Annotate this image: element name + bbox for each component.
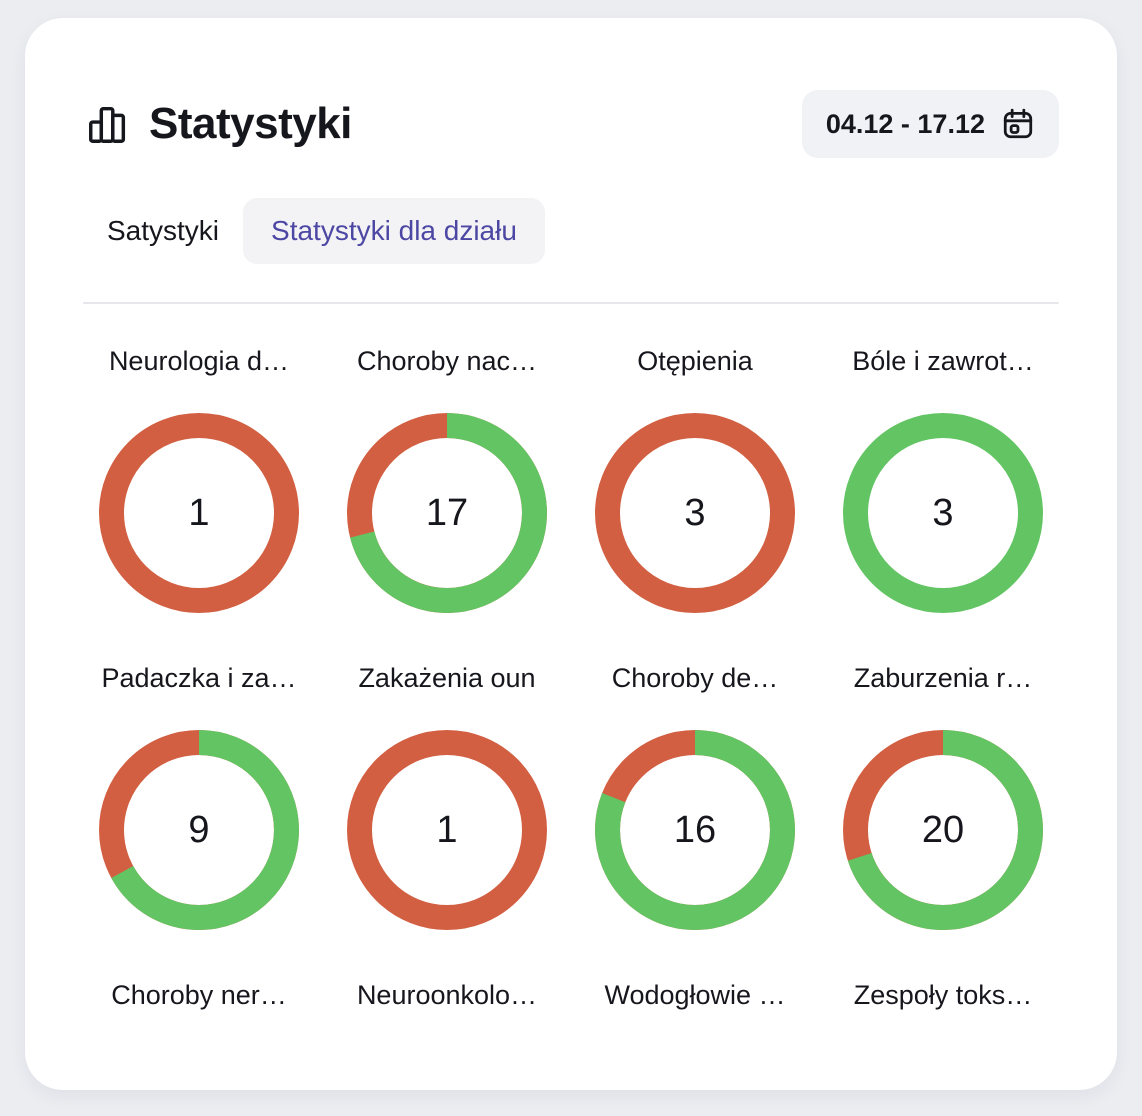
- donut-value: 16: [673, 808, 717, 851]
- donut-cell-partial: Choroby ner…: [83, 980, 315, 1047]
- tab-satystyki[interactable]: Satystyki: [83, 198, 243, 264]
- donut-cell: Bóle i zawrot… 3: [827, 346, 1059, 663]
- donut-chart: 20: [843, 730, 1043, 930]
- donut-chart: 9: [99, 730, 299, 930]
- calendar-icon: [1001, 107, 1035, 141]
- donut-chart: 1: [99, 413, 299, 613]
- donut-cell: Choroby de… 16: [579, 663, 811, 980]
- page-title: Statystyki: [149, 99, 352, 148]
- donut-grid: Neurologia d… 1 Choroby nac… 17 Otępienia 3 Bó…: [83, 346, 1059, 1047]
- donut-cell: Zakażenia oun 1: [331, 663, 563, 980]
- donut-chart: 3: [843, 413, 1043, 613]
- tab-statystyki-dla-dzialu[interactable]: Statystyki dla działu: [243, 198, 545, 264]
- date-range-label: 04.12 - 17.12: [825, 108, 985, 139]
- donut-value: 17: [425, 491, 469, 534]
- donut-label: Choroby nac…: [356, 346, 538, 376]
- donut-label: Padaczka i za…: [101, 663, 297, 693]
- donut-cell-partial: Zespoły toks…: [827, 980, 1059, 1047]
- donut-chart: 16: [595, 730, 795, 930]
- donut-cell: Otępienia 3: [579, 346, 811, 663]
- donut-cell-partial: Neuroonkolo…: [331, 980, 563, 1047]
- donut-cell: Padaczka i za… 9: [83, 663, 315, 980]
- donut-chart: 1: [347, 730, 547, 930]
- donut-cell: Neurologia d… 1: [83, 346, 315, 663]
- statistics-card: Statystyki 04.12 - 17.12 Satystyki Staty…: [25, 18, 1117, 1090]
- donut-cell: Choroby nac… 17: [331, 346, 563, 663]
- donut-label: Otępienia: [637, 346, 753, 376]
- donut-value: 3: [932, 491, 954, 534]
- donut-value: 1: [188, 491, 210, 534]
- date-range-picker[interactable]: 04.12 - 17.12: [801, 90, 1059, 158]
- donut-chart: 3: [595, 413, 795, 613]
- donut-label: Zespoły toks…: [853, 980, 1033, 1010]
- donut-cell-partial: Wodogłowie …: [579, 980, 811, 1047]
- bar-chart-icon: [83, 101, 133, 147]
- donut-label: Choroby ner…: [111, 980, 287, 1010]
- donut-label: Zakażenia oun: [358, 663, 536, 693]
- donut-value: 3: [684, 491, 706, 534]
- card-header: Statystyki 04.12 - 17.12: [83, 90, 1059, 158]
- donut-value: 1: [436, 808, 458, 851]
- donut-label: Zaburzenia r…: [853, 663, 1033, 693]
- donut-label: Neurologia d…: [108, 346, 290, 376]
- donut-label: Wodogłowie …: [604, 980, 786, 1010]
- donut-label: Bóle i zawrot…: [852, 346, 1034, 376]
- donut-value: 20: [921, 808, 965, 851]
- donut-value: 9: [188, 808, 210, 851]
- donut-label: Neuroonkolo…: [356, 980, 538, 1010]
- donut-label: Choroby de…: [611, 663, 779, 693]
- divider: [83, 302, 1059, 304]
- donut-chart: 17: [347, 413, 547, 613]
- tabs: Satystyki Statystyki dla działu: [83, 198, 1059, 264]
- donut-cell: Zaburzenia r… 20: [827, 663, 1059, 980]
